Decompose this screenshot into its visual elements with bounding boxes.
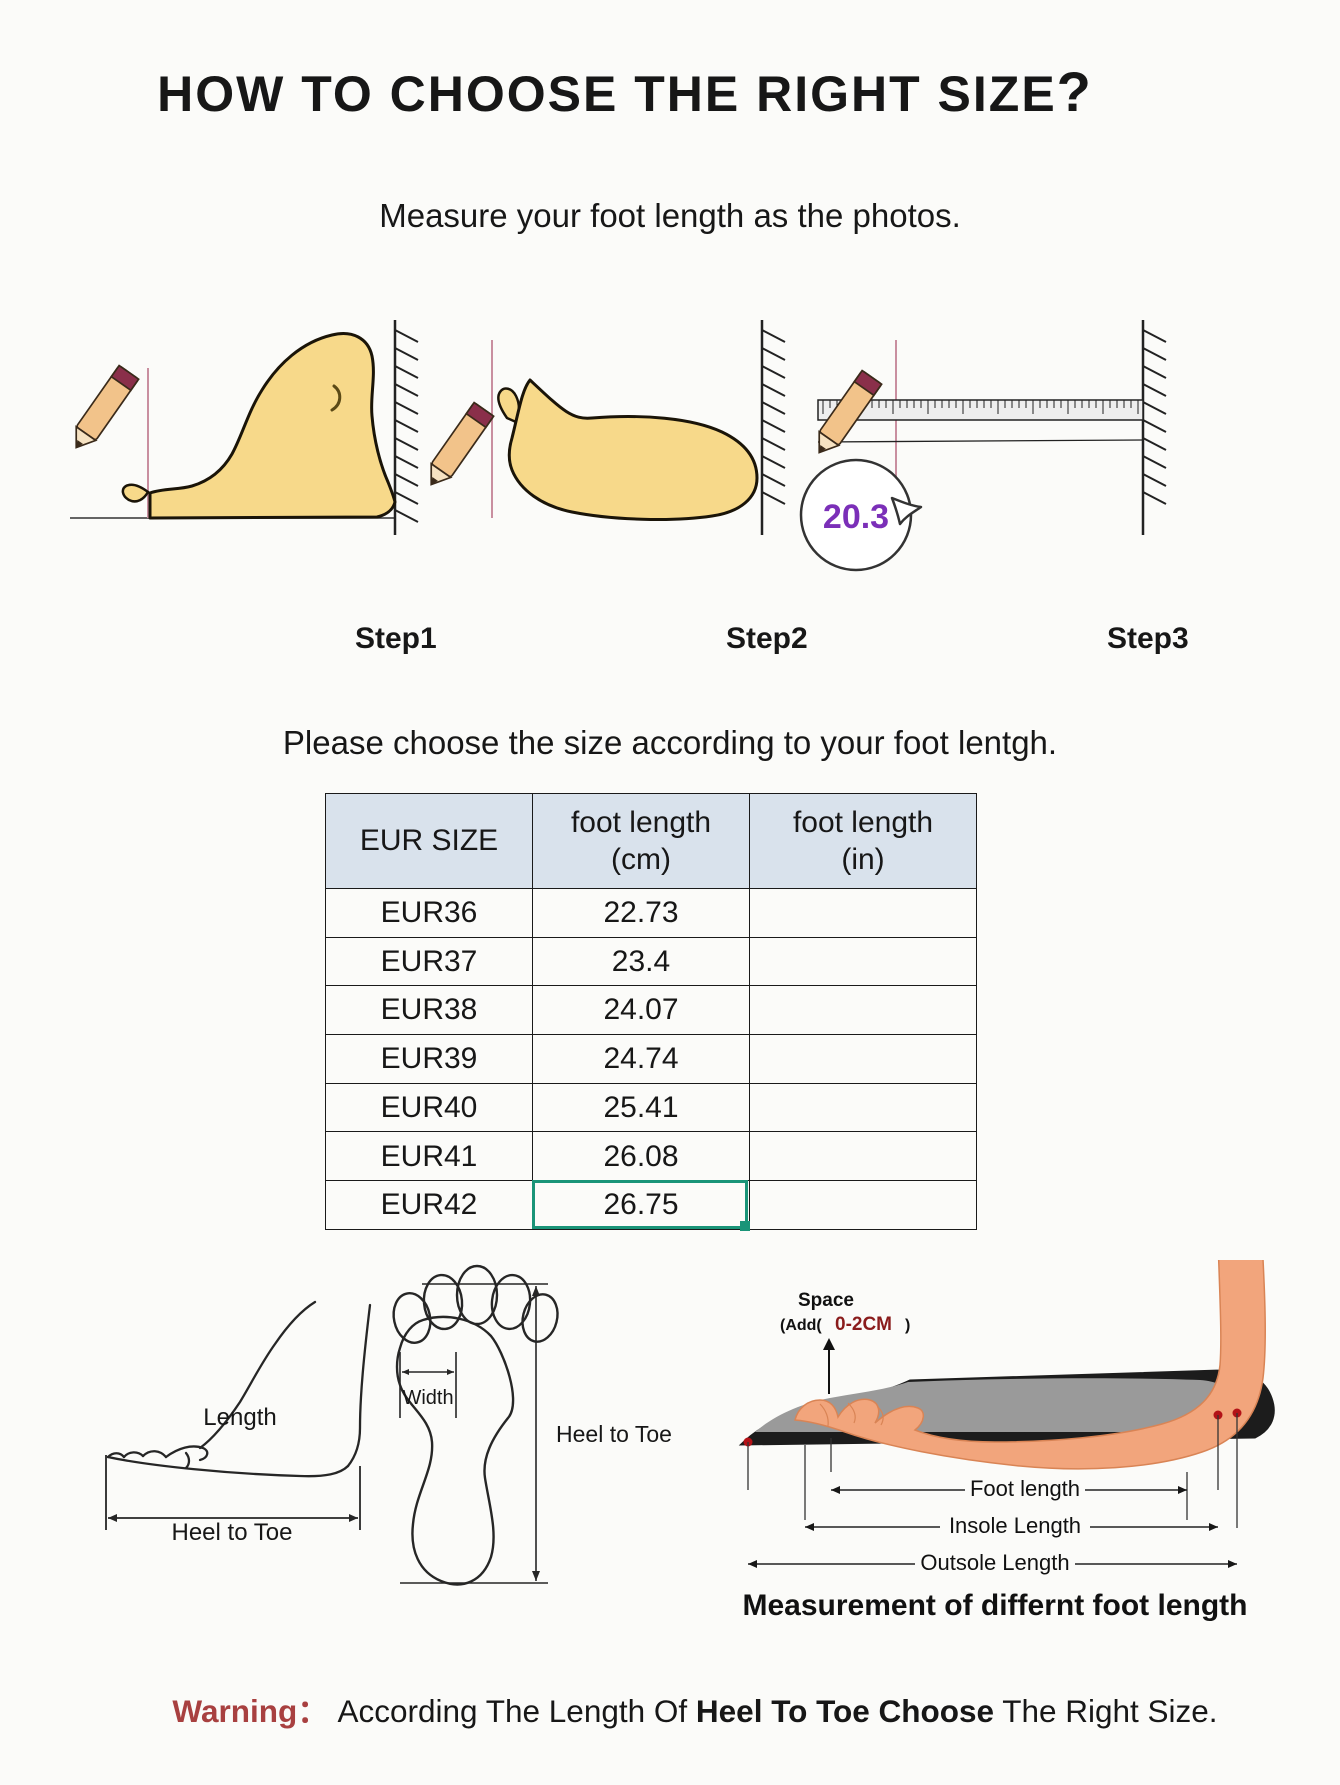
svg-text:Length: Length [203,1404,276,1431]
svg-text:Measurement of differnt foot l: Measurement of differnt foot length [743,1589,1248,1622]
svg-text:Heel to Toe: Heel to Toe [556,1421,672,1447]
svg-text:(Add(: (Add( [780,1317,822,1334]
svg-text:Foot length: Foot length [970,1476,1080,1501]
svg-text:Width: Width [402,1387,453,1409]
svg-text:Space: Space [798,1290,854,1311]
svg-text:): ) [905,1317,910,1334]
svg-text:20.3: 20.3 [823,498,889,536]
svg-text:Heel to Toe: Heel to Toe [172,1519,293,1546]
svg-text:Outsole Length: Outsole Length [920,1550,1069,1575]
svg-text:0-2CM: 0-2CM [835,1314,892,1335]
svg-text:Insole Length: Insole Length [949,1513,1081,1538]
